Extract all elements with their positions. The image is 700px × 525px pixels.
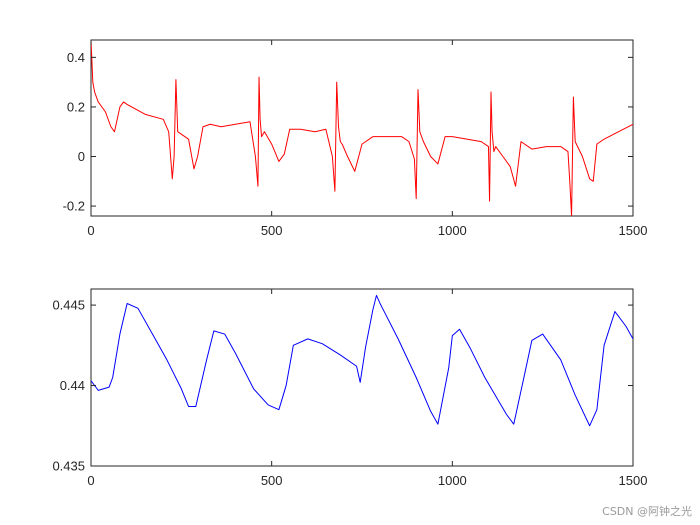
y-tick-label: 0.445 [52,298,85,313]
x-tick-label: 1000 [438,223,467,238]
y-tick-label: 0.435 [52,459,85,474]
top-plot: 0 500 1000 1500-0.200.20.4 [63,39,648,238]
y-tick-label: 0 [78,149,85,164]
y-tick-label: 0.2 [67,99,85,114]
y-tick-label: -0.2 [63,199,85,214]
y-tick-label: 0.44 [60,378,85,393]
bottom-plot: 0 500 1000 1500 0.435 0.44 0.445 [52,288,648,488]
watermark: CSDN @阿钟之光 [602,505,692,518]
x-tick-label: 1000 [438,473,467,488]
series-line [91,40,633,216]
x-tick-label: 0 [87,473,94,488]
axes-box [90,39,634,217]
x-tick-label: 1500 [619,223,648,238]
x-tick-label: 0 [87,223,94,238]
y-tick-label: 0.4 [67,50,85,65]
x-tick-label: 500 [261,223,283,238]
axes-box [90,288,634,467]
x-tick-label: 1500 [619,473,648,488]
series-line [91,294,633,427]
x-tick-label: 500 [261,473,283,488]
